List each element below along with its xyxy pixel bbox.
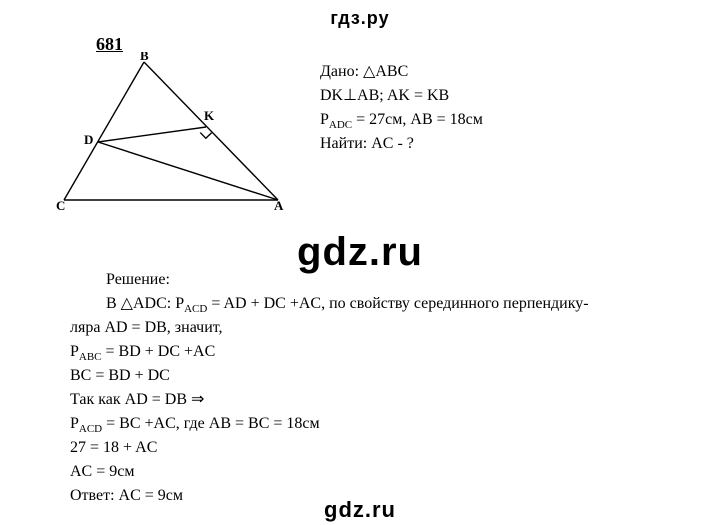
page-root: гдз.ру 681 BCADK Дано: △ABC DK⊥AB; AK = … [0, 0, 720, 525]
given-l1-post: ABC [375, 63, 408, 80]
svg-text:B: B [140, 52, 149, 63]
triangle-symbol-icon: △ [121, 295, 133, 312]
solution-line-1: В △ADC: PACD = AD + DC +AC, по свойству … [70, 292, 670, 316]
solution-line-8: AC = 9см [70, 460, 670, 484]
sol-l6-sub: ACD [79, 423, 102, 435]
given-line-3: PADC = 27см, AB = 18см [320, 108, 680, 132]
sol-l3-p: P [70, 343, 79, 360]
solution-line-6: PACD = BC +AC, где AB = BC = 18см [70, 412, 670, 436]
sol-l3-sub: ABC [79, 351, 102, 363]
watermark-bottom: gdz.ru [324, 497, 396, 523]
solution-line-2: ляра AD = DB, значит, [70, 316, 670, 340]
triangle-svg: B C A D K [56, 52, 286, 212]
given-line-4: Найти: AC - ? [320, 132, 680, 156]
sol-l1-mid: = AD + DC +AC, по свойству серединного п… [207, 295, 588, 312]
sol-l3-rest: = BD + DC +AC [102, 343, 216, 360]
solution-line-5: Так как AD = DB ⇒ [70, 388, 670, 412]
solution-line-4: BC = BD + DC [70, 364, 670, 388]
triangle-symbol-icon: △ [363, 63, 375, 80]
given-l3-rest: = 27см, AB = 18см [352, 111, 483, 128]
triangle-diagram: B C A D K [56, 52, 286, 212]
given-line-1: Дано: △ABC [320, 60, 680, 84]
perpendicular-icon: ⊥ [343, 87, 357, 104]
solution-heading: Решение: [70, 268, 670, 292]
sol-l6-rest: = BC +AC, где AB = BC = 18см [102, 415, 319, 432]
given-l3-sub: ADC [329, 119, 352, 131]
svg-text:C: C [56, 198, 65, 212]
given-l2-b: AB; AK = KB [357, 87, 449, 104]
given-l2-a: DK [320, 87, 343, 104]
solution-line-7: 27 = 18 + AC [70, 436, 670, 460]
solution-block: Решение: В △ADC: PACD = AD + DC +AC, по … [70, 268, 670, 508]
given-l1-pre: Дано: [320, 63, 363, 80]
given-line-2: DK⊥AB; AK = KB [320, 84, 680, 108]
svg-text:A: A [274, 198, 284, 212]
sol-l1-pre: В [106, 295, 121, 312]
solution-line-3: PABC = BD + DC +AC [70, 340, 670, 364]
sol-l1-adc: ADC: P [133, 295, 184, 312]
given-block: Дано: △ABC DK⊥AB; AK = KB PADC = 27см, A… [320, 60, 680, 156]
svg-text:K: K [204, 108, 215, 123]
watermark-top: гдз.ру [330, 8, 389, 29]
svg-text:D: D [84, 132, 93, 147]
given-l3-p: P [320, 111, 329, 128]
sol-l6-p: P [70, 415, 79, 432]
sol-l1-sub1: ACD [184, 303, 207, 315]
